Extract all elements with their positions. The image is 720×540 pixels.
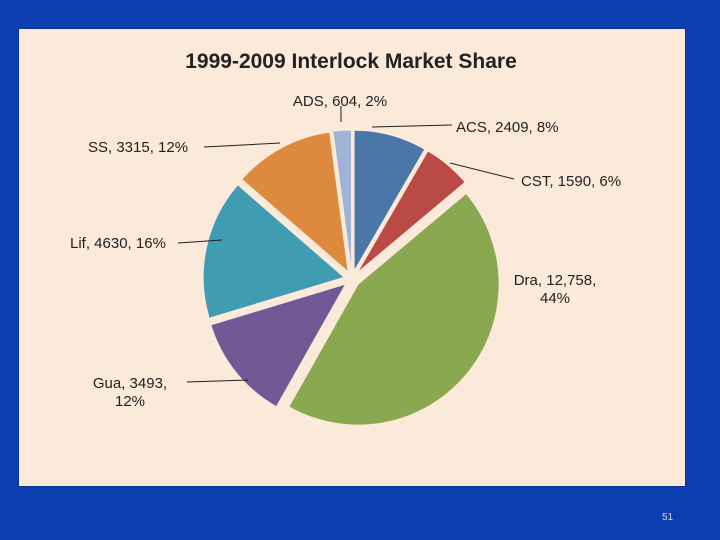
pie-slice-dra [288,192,500,426]
data-label-ss: SS, 3315, 12% [88,139,188,156]
data-label-acs: ACS, 2409, 8% [456,119,559,136]
pie-slices [202,129,500,426]
leader-line-ss [203,142,281,148]
pie-slice-acs [353,129,426,274]
leader-line-gua [186,379,249,383]
data-label-gua: Gua, 3493, [93,375,167,392]
page-number: 51 [662,512,674,523]
pie-slice-ss [241,131,349,274]
leader-lines [177,106,515,383]
pie-slice-cst [356,150,466,274]
data-label-dra: 44% [540,290,570,307]
data-label-lif: Lif, 4630, 16% [70,235,166,252]
pie-slice-ads [332,129,352,272]
data-label-dra: Dra, 12,758, [514,272,597,289]
data-labels: ACS, 2409, 8% CST, 1590, 6% Dra, 12,758,44… [70,93,621,410]
data-label-cst: CST, 1590, 6% [521,173,621,190]
leader-line-cst [449,162,515,180]
pie-slice-lif [202,184,346,319]
pie-slice-gua [210,283,347,408]
data-label-gua: 12% [115,393,145,410]
data-label-ads: ADS, 604, 2% [293,93,387,110]
chart-title: 1999-2009 Interlock Market Share [185,50,517,73]
leader-line-lif [177,239,223,244]
leader-line-acs [371,124,453,128]
